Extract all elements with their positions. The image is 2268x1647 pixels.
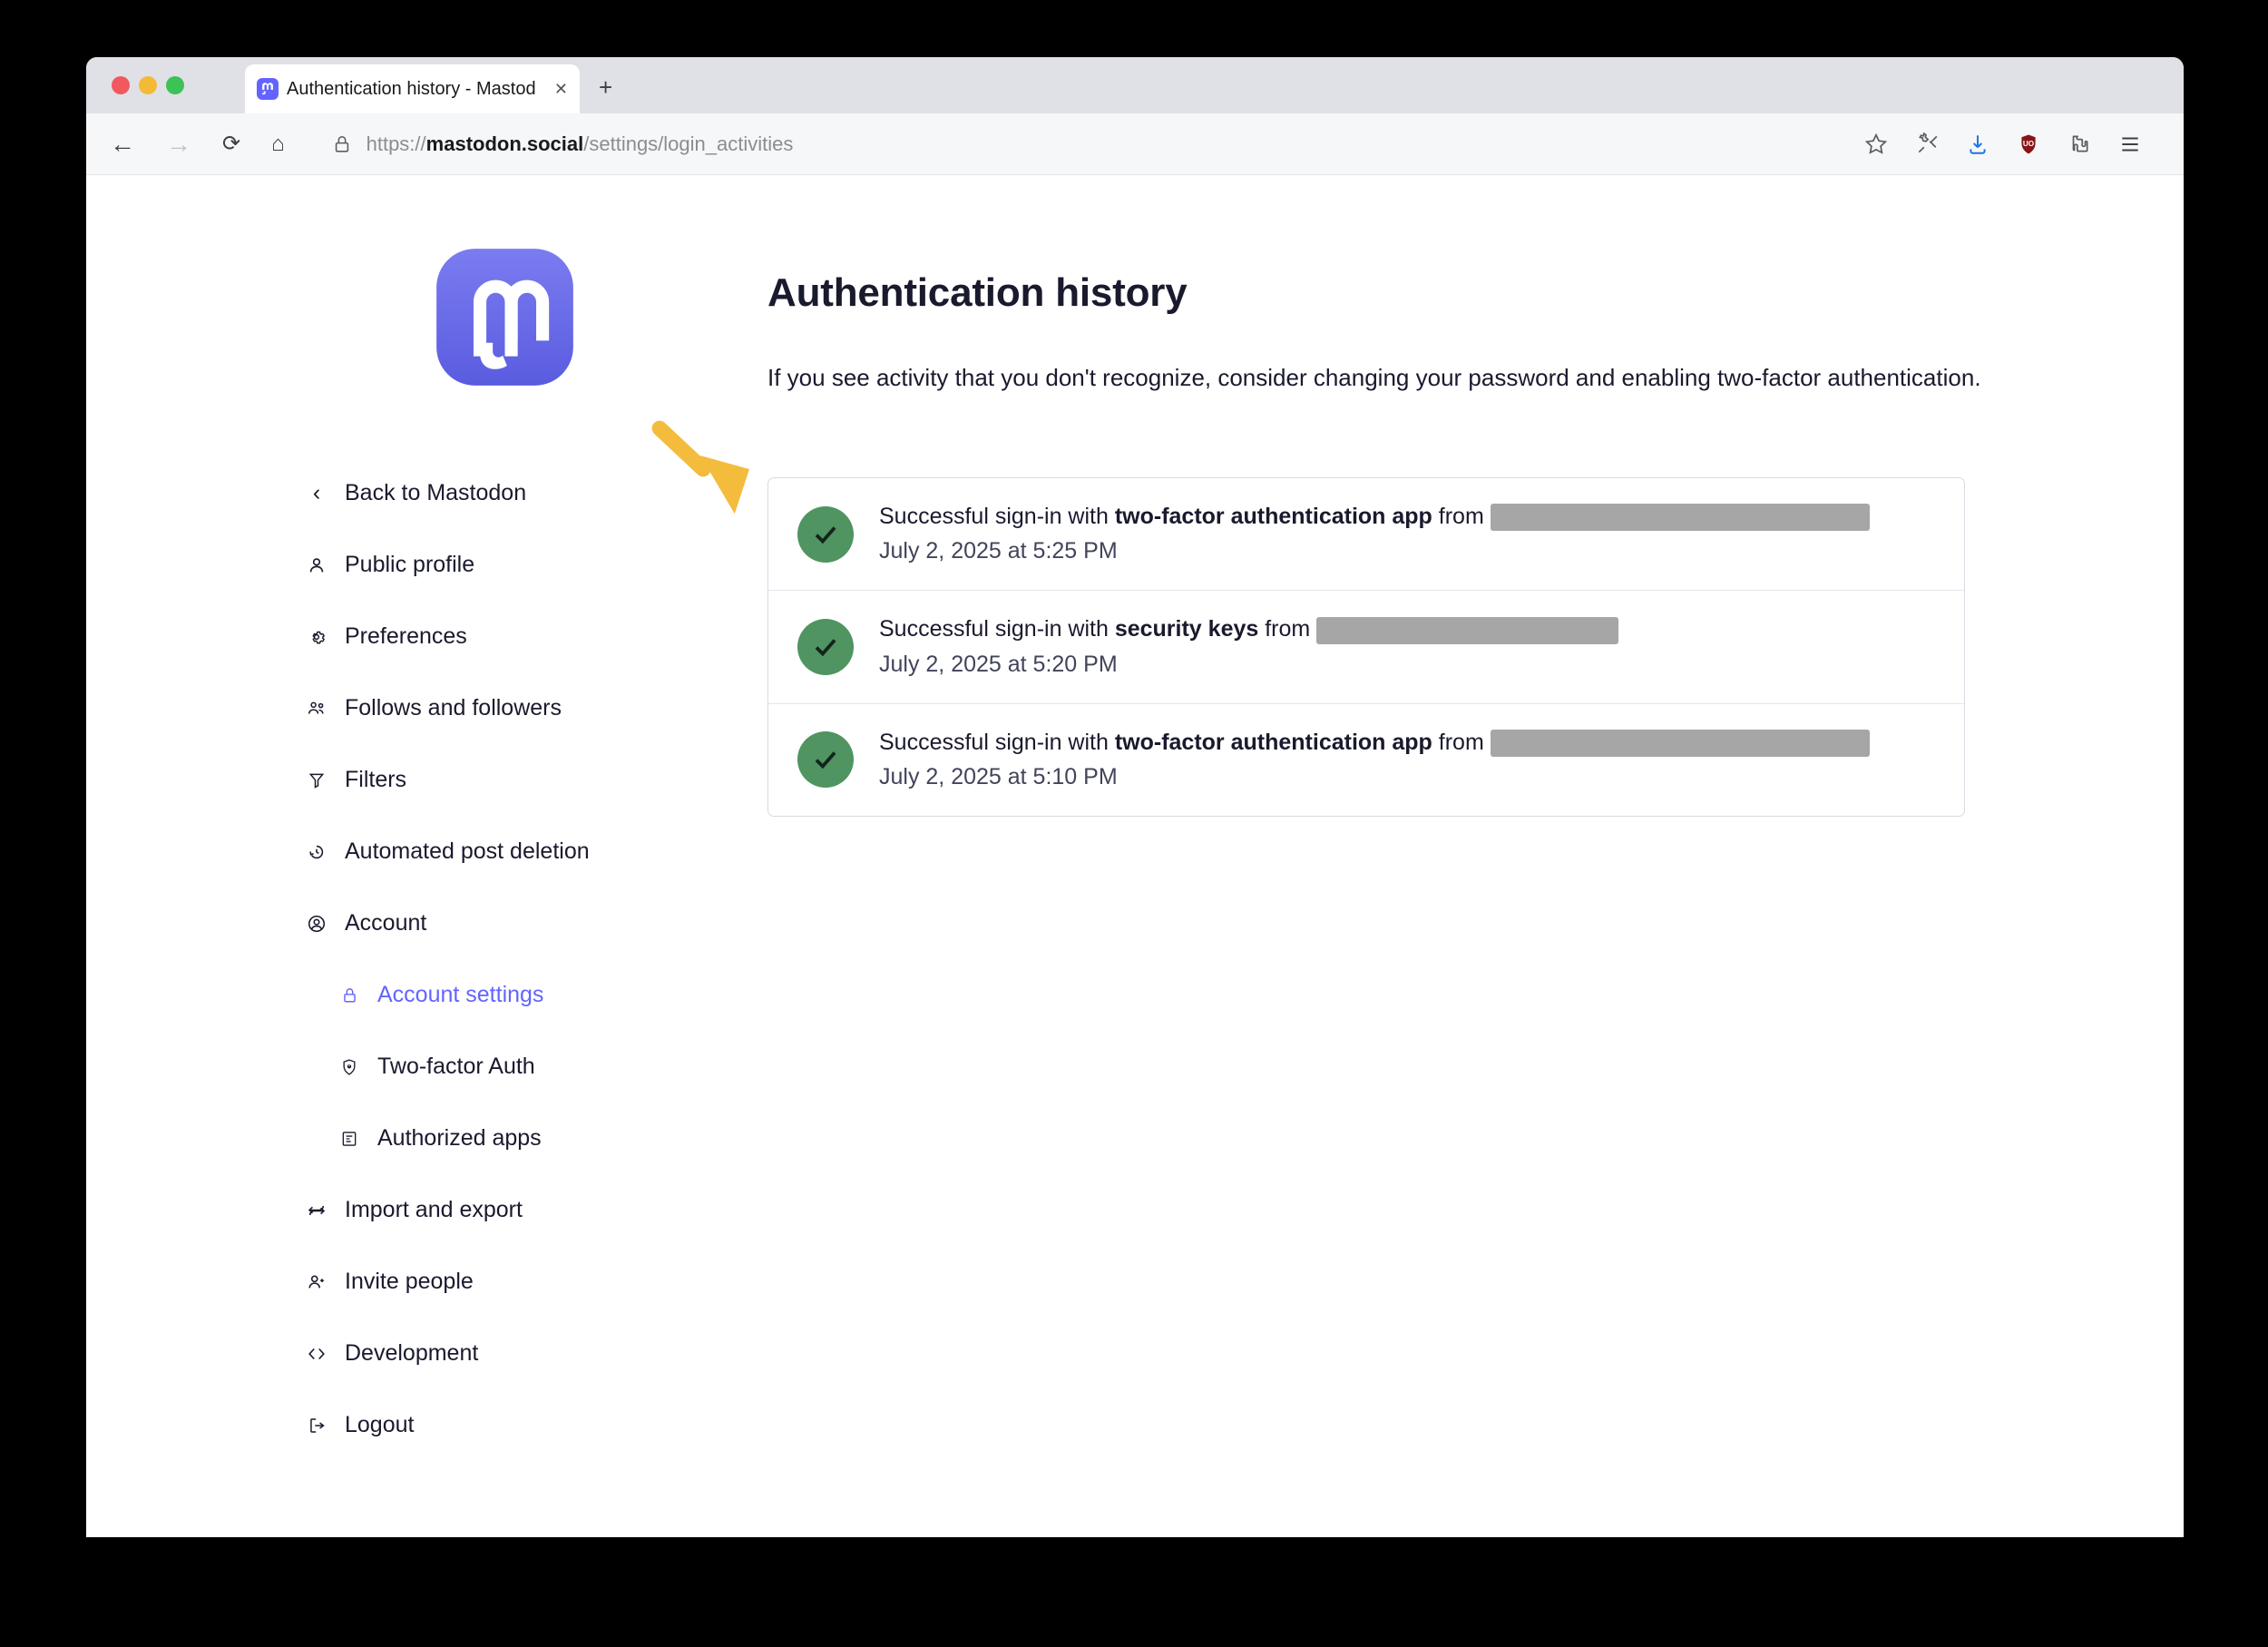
svg-text:UO: UO [2023, 140, 2034, 148]
